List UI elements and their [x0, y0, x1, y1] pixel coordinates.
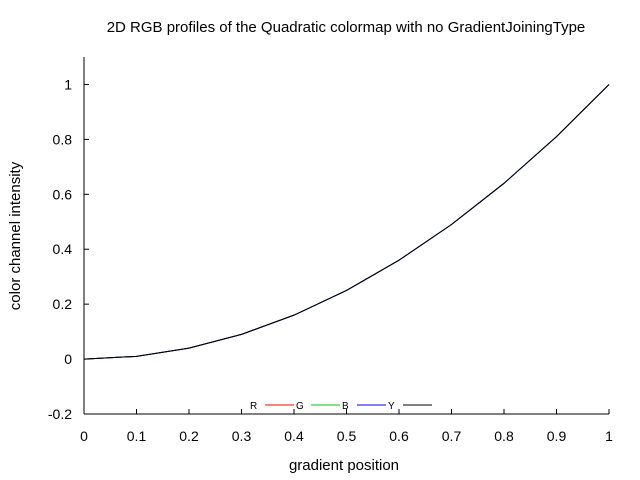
x-tick-label: 0.1 — [127, 428, 147, 444]
y-axis-label: color channel intensity — [7, 161, 24, 310]
chart-title: 2D RGB profiles of the Quadratic colorma… — [107, 19, 586, 36]
x-tick-label: 0.5 — [337, 428, 357, 444]
y-tick-label: 0.6 — [53, 186, 73, 202]
series-line-b — [83, 84, 610, 360]
x-tick-label: 0.6 — [389, 428, 409, 444]
y-tick-label: 1 — [64, 76, 72, 92]
x-tick-label: 0.8 — [494, 428, 514, 444]
x-ticks: 0 0.1 0.2 0.3 0.4 0.5 0.6 0.7 0.8 0.9 1 — [80, 409, 613, 444]
y-tick-label: 0.8 — [53, 131, 73, 147]
series-line-y — [83, 84, 610, 360]
x-tick-label: 0.3 — [232, 428, 252, 444]
y-tick-label: 0 — [64, 351, 72, 367]
x-axis-label: gradient position — [289, 457, 399, 474]
y-tick-label: 0.4 — [53, 241, 73, 257]
y-tick-label: -0.2 — [48, 406, 72, 422]
x-tick-label: 0.4 — [284, 428, 304, 444]
legend-label-y: Y — [388, 401, 395, 412]
x-tick-label: 0.9 — [547, 428, 567, 444]
series-line-r — [83, 84, 610, 360]
plot-area: 0 0.1 0.2 0.3 0.4 0.5 0.6 0.7 0.8 0.9 1 -0.2 0 0.2 0.… — [48, 57, 613, 444]
series-line-g — [83, 84, 610, 360]
x-tick-label: 1 — [605, 428, 613, 444]
legend-label-r: R — [250, 401, 257, 412]
x-tick-label: 0 — [80, 428, 88, 444]
legend-label-b: B — [342, 401, 349, 412]
x-tick-label: 0.2 — [179, 428, 199, 444]
series-layer — [83, 84, 610, 360]
x-tick-label: 0.7 — [442, 428, 462, 444]
y-ticks: -0.2 0 0.2 0.4 0.6 0.8 1 — [48, 76, 89, 422]
legend-label-g: G — [296, 401, 304, 412]
y-tick-label: 0.2 — [53, 296, 73, 312]
